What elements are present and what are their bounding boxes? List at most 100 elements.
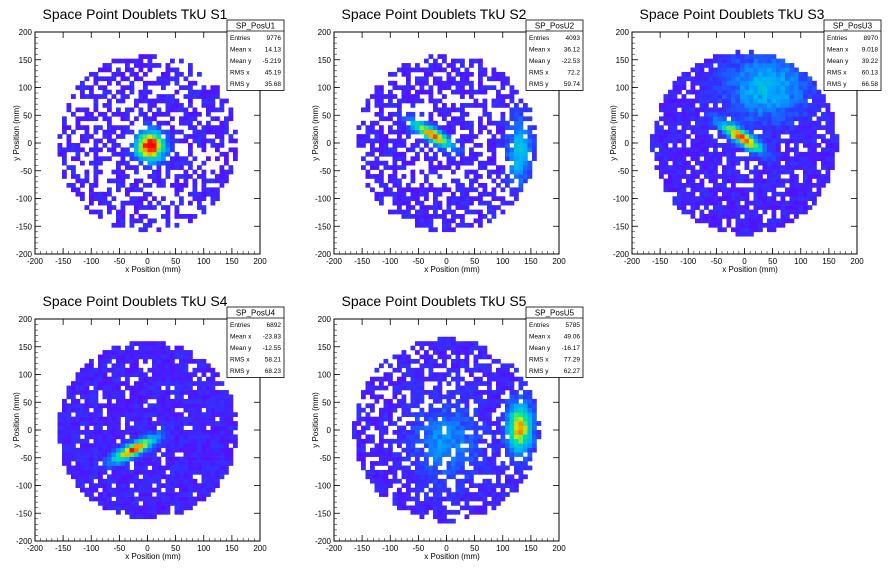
heatmap-cell <box>206 492 211 497</box>
heatmap-cell <box>206 474 211 480</box>
heatmap-cell <box>215 134 220 139</box>
heatmap-cell <box>125 147 130 153</box>
heatmap-cell <box>120 222 126 228</box>
heatmap-cell <box>233 151 238 157</box>
heatmap-cell <box>174 385 180 391</box>
heatmap-cell <box>392 430 398 435</box>
heatmap-cell <box>419 398 425 404</box>
heatmap-cell <box>170 487 175 493</box>
heatmap-cell <box>98 501 103 506</box>
heatmap-cell <box>379 487 384 493</box>
heatmap-cell <box>789 103 795 108</box>
heatmap-cell <box>424 58 429 64</box>
heatmap-cell <box>192 214 198 219</box>
heatmap-cell <box>219 103 225 108</box>
heatmap-cell <box>654 134 660 139</box>
heatmap-cell <box>713 156 718 162</box>
heatmap-cell <box>433 76 438 82</box>
heatmap-cell <box>201 134 207 139</box>
heatmap-cell <box>749 138 754 144</box>
heatmap-cell <box>143 434 148 440</box>
heatmap-cell <box>156 134 162 139</box>
heatmap-cell <box>188 358 193 364</box>
heatmap-cell <box>224 116 229 122</box>
heatmap-cell <box>201 416 207 422</box>
heatmap-cell <box>780 94 786 99</box>
heatmap-cell <box>379 376 384 382</box>
heatmap-cell <box>812 156 817 162</box>
heatmap-cell <box>695 98 700 104</box>
heatmap-cell <box>84 376 90 382</box>
heatmap-cell <box>446 492 452 497</box>
heatmap-cell <box>138 107 144 113</box>
heatmap-cell <box>129 367 135 373</box>
heatmap-cell <box>183 111 189 117</box>
heatmap-cell <box>147 200 153 206</box>
heatmap-cell <box>451 416 456 422</box>
heatmap-cell <box>206 398 211 404</box>
heatmap-cell <box>134 156 139 162</box>
heatmap-cell <box>71 147 76 153</box>
heatmap-cell <box>134 496 139 502</box>
x-tick-label: 200 <box>552 257 566 266</box>
heatmap-cell <box>401 67 407 73</box>
heatmap-cell <box>437 160 443 166</box>
heatmap-cell <box>84 403 90 409</box>
heatmap-cell <box>215 191 220 197</box>
heatmap-cell <box>183 116 189 122</box>
heatmap-cell <box>672 138 678 144</box>
heatmap-cell <box>392 469 398 475</box>
heatmap-cell <box>785 111 790 117</box>
heatmap-cell <box>731 147 736 153</box>
heatmap-cell <box>161 214 166 219</box>
heatmap-cell <box>152 421 157 426</box>
heatmap-cell <box>740 76 745 82</box>
heatmap-cell <box>156 143 162 148</box>
heatmap-cell <box>156 341 162 346</box>
heatmap-cell <box>771 222 777 228</box>
heatmap-cell <box>129 474 135 480</box>
heatmap-cell <box>125 165 130 170</box>
heatmap-cell <box>80 403 85 409</box>
heatmap-cell <box>825 138 831 144</box>
heatmap-cell <box>686 76 691 82</box>
heatmap-cell <box>383 492 389 497</box>
heatmap-cell <box>374 443 380 449</box>
heatmap-cell <box>415 341 420 346</box>
heatmap-cell <box>758 80 763 86</box>
heatmap-cell <box>446 421 452 426</box>
heatmap-cell <box>699 196 705 202</box>
heatmap-cell <box>433 129 438 135</box>
heatmap-cell <box>704 71 709 77</box>
heatmap-cell <box>785 205 790 210</box>
heatmap-cell <box>116 398 121 404</box>
heatmap-cell <box>749 222 754 228</box>
heatmap-cell <box>401 438 407 444</box>
heatmap-cell <box>210 394 216 400</box>
heatmap-cell <box>102 430 108 435</box>
heatmap-cell <box>406 160 411 166</box>
heatmap-cell <box>762 120 768 126</box>
heatmap-cell <box>798 182 804 188</box>
heatmap-cell <box>419 341 425 346</box>
heatmap-cell <box>397 107 402 113</box>
heatmap-cell <box>174 350 180 355</box>
heatmap-cell <box>107 443 112 449</box>
heatmap-cell <box>672 116 678 122</box>
heatmap-cell <box>812 196 817 202</box>
heatmap-cell <box>98 76 103 82</box>
heatmap-cell <box>156 178 162 184</box>
heatmap-cell <box>397 125 402 130</box>
heatmap-cell <box>677 103 682 108</box>
heatmap-cell <box>446 222 452 228</box>
heatmap-cell <box>93 116 99 122</box>
y-tick-label: -50 <box>319 167 331 176</box>
heatmap-cell <box>419 412 425 417</box>
heatmap-cell <box>57 438 63 444</box>
heatmap-cell <box>89 478 94 484</box>
heatmap-cell <box>406 381 411 386</box>
heatmap-cell <box>197 71 202 77</box>
heatmap-cell <box>433 492 438 497</box>
heatmap-cell <box>147 350 153 355</box>
heatmap-cell <box>152 143 157 148</box>
